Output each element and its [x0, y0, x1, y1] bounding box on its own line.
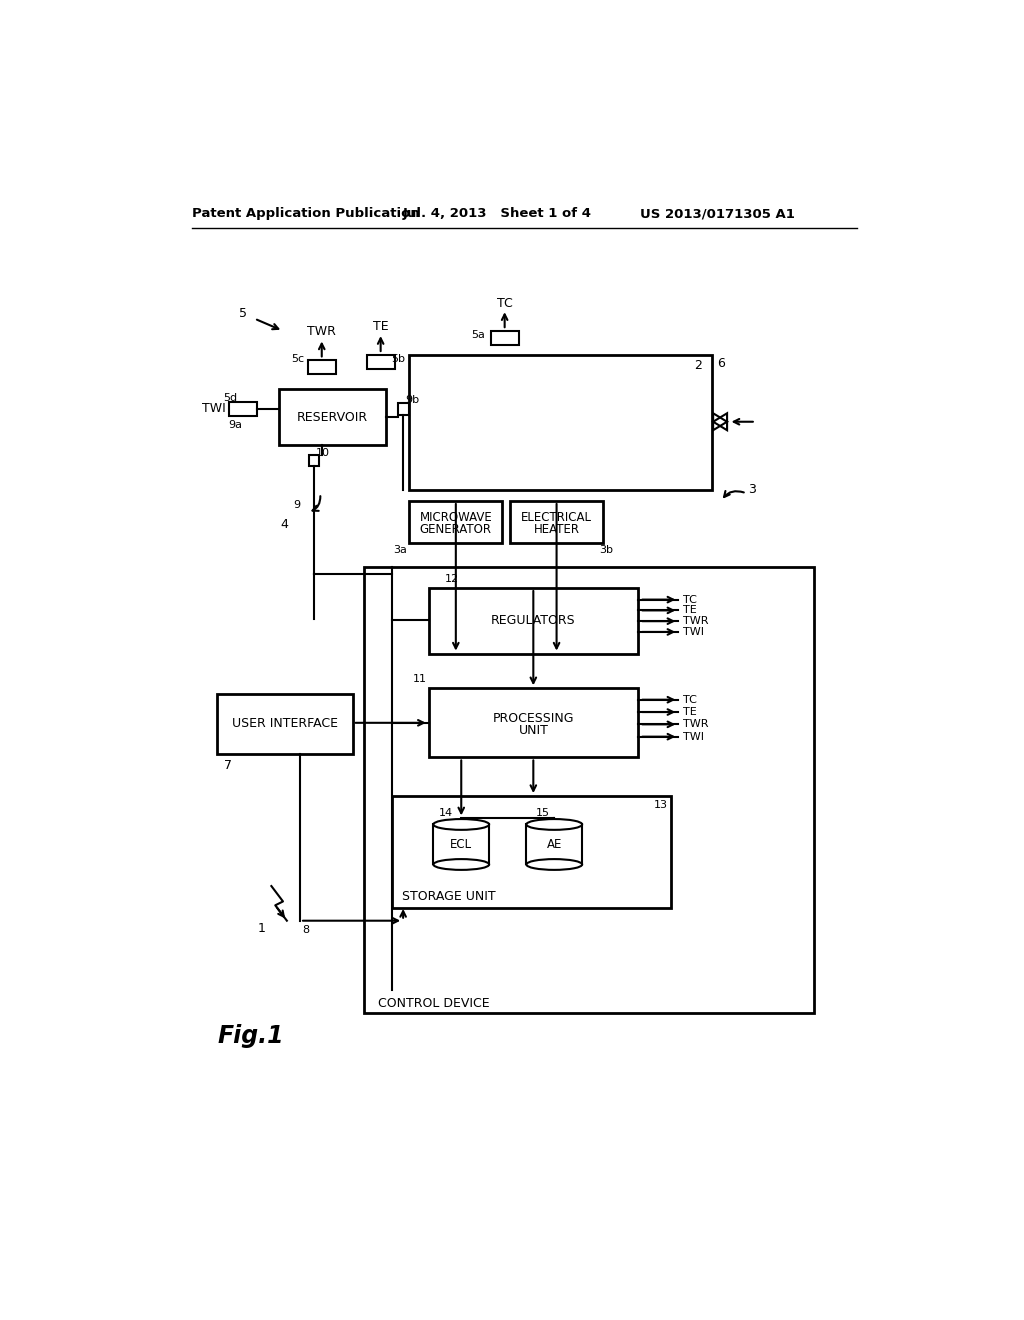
Bar [365, 566, 814, 1014]
Ellipse shape [526, 859, 583, 870]
Text: 3a: 3a [393, 545, 407, 554]
Text: USER INTERFACE: USER INTERFACE [231, 717, 338, 730]
Bar [410, 355, 712, 490]
Text: REGULATORS: REGULATORS [492, 614, 575, 627]
Bar [397, 404, 410, 414]
Text: TC: TC [683, 594, 696, 605]
Text: 9a: 9a [228, 420, 242, 430]
Text: TWI: TWI [202, 403, 225, 416]
Text: RESERVOIR: RESERVOIR [297, 411, 369, 424]
Ellipse shape [433, 859, 489, 870]
Text: 13: 13 [654, 800, 669, 810]
Text: TWR: TWR [683, 719, 709, 730]
Bar [217, 693, 352, 754]
Text: 8: 8 [303, 925, 310, 935]
Text: 4: 4 [281, 517, 289, 531]
Text: 3b: 3b [599, 545, 613, 554]
Text: 14: 14 [438, 808, 453, 818]
Text: 11: 11 [413, 675, 426, 684]
Text: CONTROL DEVICE: CONTROL DEVICE [378, 998, 489, 1010]
Text: 2: 2 [693, 359, 701, 372]
Text: ELECTRICAL: ELECTRICAL [521, 511, 592, 524]
Text: 12: 12 [444, 574, 459, 583]
Text: TC: TC [683, 694, 696, 705]
Text: TWI: TWI [683, 627, 703, 638]
Text: 9: 9 [294, 500, 300, 510]
Text: ECL: ECL [451, 838, 472, 851]
Bar [228, 401, 257, 416]
Bar [429, 688, 638, 758]
Ellipse shape [433, 818, 489, 830]
Text: 5: 5 [239, 308, 247, 321]
Text: TWR: TWR [307, 325, 336, 338]
Text: HEATER: HEATER [534, 523, 580, 536]
Text: 1: 1 [258, 921, 266, 935]
Text: US 2013/0171305 A1: US 2013/0171305 A1 [640, 207, 795, 220]
Bar [280, 389, 386, 445]
Text: TE: TE [683, 708, 696, 717]
Text: 5c: 5c [291, 354, 304, 363]
Text: GENERATOR: GENERATOR [420, 523, 492, 536]
Text: 7: 7 [224, 759, 232, 772]
Text: 10: 10 [315, 449, 330, 458]
Text: 5b: 5b [391, 354, 404, 363]
Bar [510, 502, 603, 544]
Text: 5a: 5a [471, 330, 485, 339]
Bar [490, 331, 518, 345]
Text: 5d: 5d [223, 393, 238, 403]
Bar [526, 825, 583, 865]
Bar [410, 502, 503, 544]
Text: UNIT: UNIT [518, 723, 548, 737]
Text: 9b: 9b [406, 395, 420, 405]
Text: 15: 15 [536, 808, 550, 818]
Text: PROCESSING: PROCESSING [493, 711, 574, 725]
Bar [429, 589, 638, 653]
Text: STORAGE UNIT: STORAGE UNIT [402, 890, 496, 903]
Text: TE: TE [683, 606, 696, 615]
Text: TWR: TWR [683, 616, 709, 626]
Bar [433, 825, 489, 865]
Ellipse shape [526, 818, 583, 830]
Text: 6: 6 [717, 358, 725, 371]
Bar [367, 355, 394, 368]
Text: AE: AE [547, 838, 562, 851]
Text: TC: TC [497, 297, 513, 310]
Text: MICROWAVE: MICROWAVE [420, 511, 493, 524]
Text: TWI: TWI [683, 731, 703, 742]
Text: 3: 3 [748, 483, 756, 496]
Bar [308, 455, 319, 466]
Text: Jul. 4, 2013   Sheet 1 of 4: Jul. 4, 2013 Sheet 1 of 4 [403, 207, 592, 220]
Text: Fig.1: Fig.1 [217, 1024, 284, 1048]
Bar [391, 796, 671, 908]
Bar [308, 360, 336, 374]
Text: TE: TE [373, 319, 388, 333]
Text: Patent Application Publication: Patent Application Publication [193, 207, 420, 220]
